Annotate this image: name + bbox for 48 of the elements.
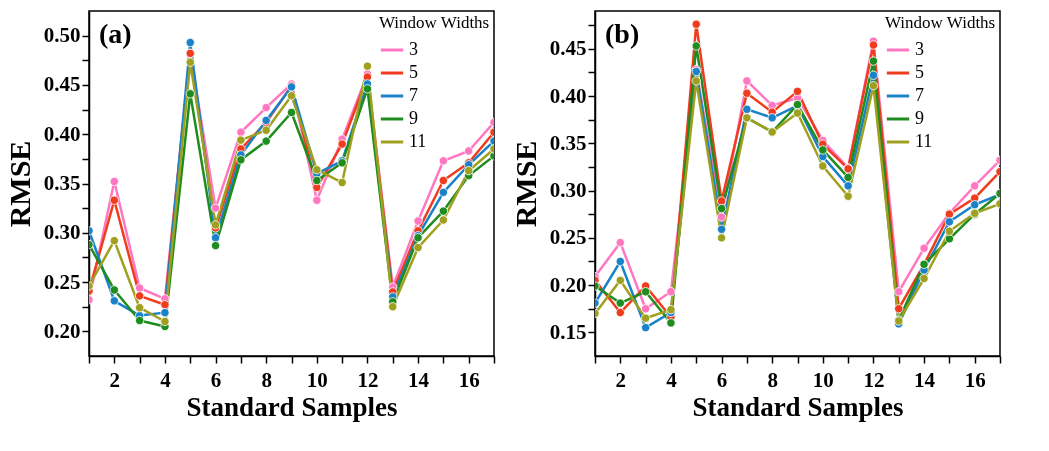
- legend-label: 5: [409, 62, 418, 82]
- x-tick-label: 16: [458, 367, 480, 392]
- legend-label: 7: [915, 85, 924, 105]
- legend-title: Window Widths: [379, 13, 490, 32]
- y-tick-label: 0.15: [549, 319, 587, 344]
- x-tick-label: 2: [109, 367, 121, 392]
- y-tick-label: 0.35: [43, 171, 81, 195]
- y-tick-label: 0.50: [43, 23, 81, 48]
- x-tick-label: 8: [261, 367, 272, 392]
- y-tick-label: 0.25: [43, 269, 81, 294]
- legend-label: 7: [409, 85, 418, 105]
- x-tick-label: 8: [767, 367, 778, 392]
- x-tick-label: 12: [863, 367, 885, 392]
- legend-title: Window Widths: [885, 13, 996, 32]
- x-tick-label: 4: [666, 367, 678, 392]
- y-tick-label: 0.30: [549, 178, 587, 203]
- y-tick-label: 0.40: [549, 83, 587, 108]
- x-tick-label: 12: [357, 367, 379, 392]
- y-tick-label: 0.20: [549, 272, 587, 297]
- legend-label: 5: [915, 62, 924, 82]
- y-tick-label: 0.25: [549, 225, 587, 250]
- x-tick-label: 6: [716, 367, 728, 392]
- legend-label: 3: [915, 39, 924, 59]
- annotation: (a): [99, 18, 132, 49]
- y-tick-label: 0.40: [43, 121, 81, 146]
- legend-label: 11: [409, 131, 427, 151]
- x-tick-label: 16: [964, 367, 986, 392]
- x-tick-label: 14: [914, 367, 936, 392]
- legend-label: 9: [915, 108, 924, 128]
- x-tick-label: 2: [615, 367, 627, 392]
- x-tick-label: 6: [210, 367, 222, 392]
- x-axis-title: Standard Samples: [692, 391, 904, 422]
- y-tick-label: 0.35: [549, 130, 587, 155]
- x-tick-label: 4: [160, 367, 172, 392]
- legend-label: 9: [409, 108, 418, 128]
- x-tick-label: 10: [306, 367, 328, 392]
- x-axis-title: Standard Samples: [186, 391, 398, 422]
- x-tick-label: 14: [408, 367, 430, 392]
- y-tick-label: 0.30: [43, 220, 81, 245]
- x-tick-label: 10: [812, 367, 834, 392]
- y-axis-title: RMSE: [508, 140, 542, 228]
- legend-label: 11: [915, 131, 933, 151]
- y-tick-label: 0.45: [43, 72, 81, 97]
- y-axis-title: RMSE: [2, 140, 36, 228]
- annotation: (b): [605, 18, 640, 49]
- y-tick-label: 0.20: [43, 318, 81, 343]
- legend-label: 3: [409, 39, 418, 59]
- y-tick-label: 0.45: [549, 36, 587, 61]
